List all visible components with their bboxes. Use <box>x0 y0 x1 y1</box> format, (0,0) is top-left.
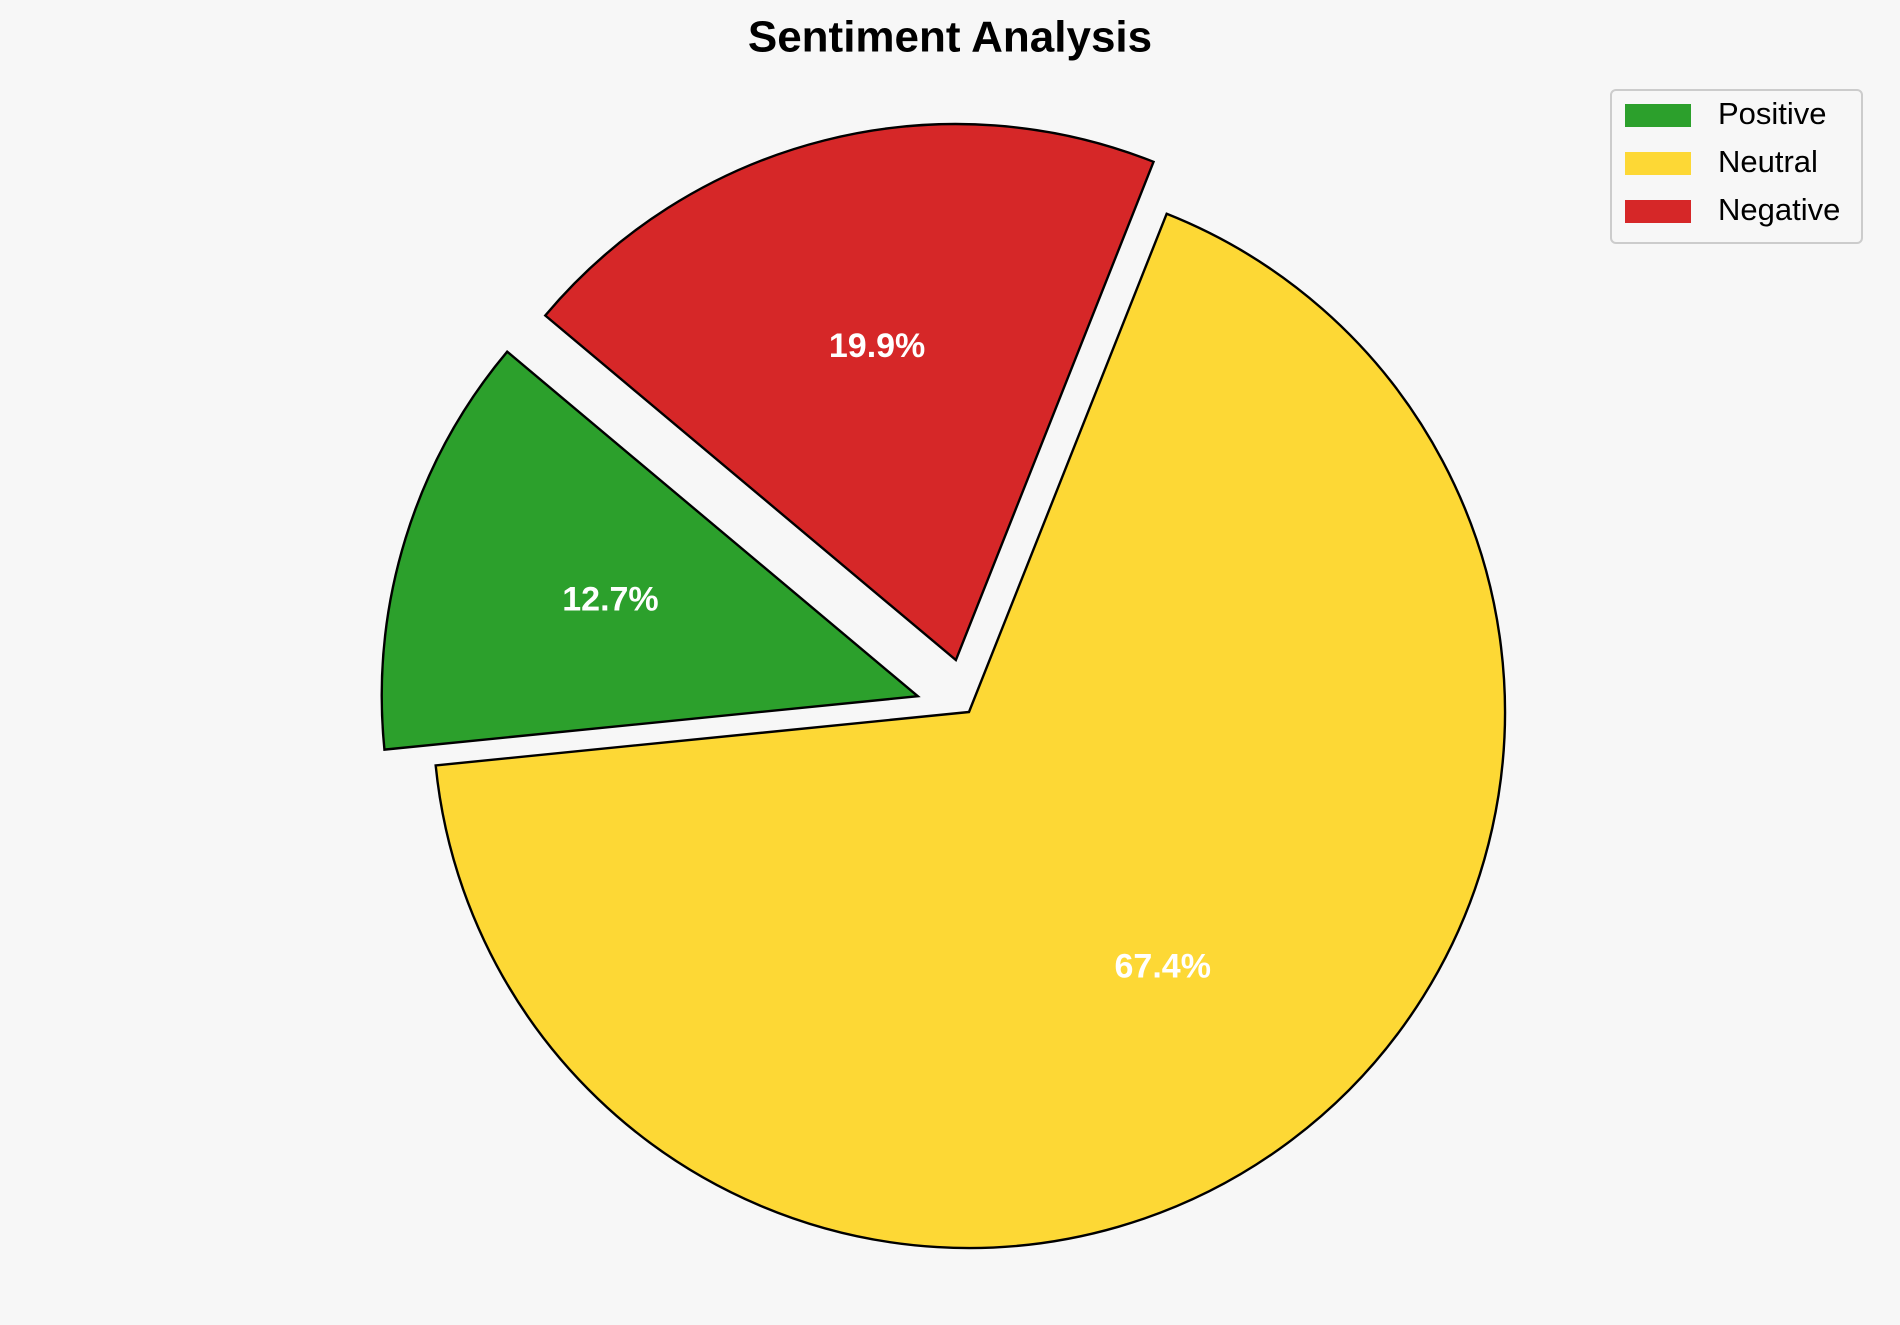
pie-slice <box>543 122 1156 663</box>
slice-label: 67.4% <box>1115 948 1211 986</box>
pie: 12.7% 67.4% 19.9% <box>380 122 1507 1250</box>
pie-slice <box>380 349 921 751</box>
legend-swatch <box>1625 104 1691 127</box>
slice-label: 12.7% <box>562 580 658 618</box>
slice-label: 19.9% <box>829 327 925 365</box>
legend-label: Neutral <box>1718 144 1818 179</box>
legend: Positive Neutral Negative <box>1610 89 1863 244</box>
legend-swatch <box>1625 152 1691 175</box>
legend-swatch <box>1625 200 1691 223</box>
legend-label: Negative <box>1718 192 1840 227</box>
pie-slice <box>434 212 1507 1250</box>
legend-label: Positive <box>1718 96 1827 131</box>
chart-title: Sentiment Analysis <box>748 13 1152 62</box>
